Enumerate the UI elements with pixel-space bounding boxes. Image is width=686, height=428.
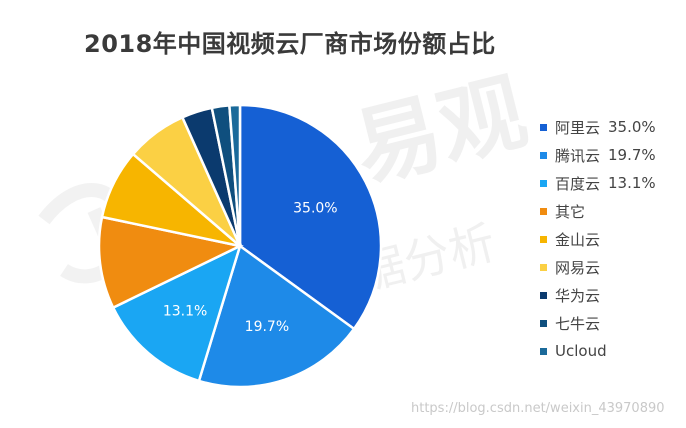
legend-swatch xyxy=(540,235,547,243)
legend-swatch xyxy=(540,123,547,131)
legend-value: 13.1% xyxy=(608,174,656,192)
pie-slice-1 xyxy=(197,243,356,389)
legend-item: 网易云 xyxy=(540,253,656,281)
legend-value: 35.0% xyxy=(608,118,656,136)
chart-title: 2018年中国视频云厂商市场份额占比 xyxy=(84,30,496,58)
legend-swatch xyxy=(540,151,547,159)
legend-swatch xyxy=(540,347,547,355)
legend-item: 金山云 xyxy=(540,225,656,253)
legend-label: 华为云 xyxy=(555,286,601,305)
legend-item: 其它 xyxy=(540,197,656,225)
legend-label: 金山云 xyxy=(555,230,601,249)
pie-labels: 35.0% 19.7% 13.1% xyxy=(163,201,338,336)
legend-item: 华为云 xyxy=(540,281,656,309)
slice-label-2: 13.1% xyxy=(163,303,207,319)
legend-swatch xyxy=(540,319,547,327)
legend-item: Ucloud xyxy=(540,337,656,365)
legend-label: 其它 xyxy=(555,202,586,221)
legend-value: 19.7% xyxy=(608,146,656,164)
pie-slice-8 xyxy=(228,103,242,247)
legend-label: 阿里云 xyxy=(555,118,601,137)
watermark-url: https://blog.csdn.net/weixin_43970890 xyxy=(411,401,665,416)
legend-swatch xyxy=(540,179,547,187)
legend-label: 腾讯云 xyxy=(555,146,601,165)
pie-slice-0 xyxy=(238,103,383,331)
legend-swatch xyxy=(540,207,547,215)
legend-label: 七牛云 xyxy=(555,314,601,333)
legend-swatch xyxy=(540,263,547,271)
legend-label: Ucloud xyxy=(555,342,607,360)
legend-item: 百度云 13.1% xyxy=(540,169,656,197)
slice-label-0: 35.0% xyxy=(293,201,337,217)
legend-label: 百度云 xyxy=(555,174,601,193)
legend-item: 阿里云 35.0% xyxy=(540,113,656,141)
pie-slice-2 xyxy=(111,243,243,383)
legend-label: 网易云 xyxy=(555,258,601,277)
chart-legend: 阿里云 35.0% 腾讯云 19.7% 百度云 13.1% 其它金山云网易云华为云七牛云 Uc… xyxy=(540,113,656,365)
pie-slices xyxy=(97,103,383,389)
legend-item: 腾讯云 19.7% xyxy=(540,141,656,169)
legend-swatch xyxy=(540,291,547,299)
slice-label-1: 19.7% xyxy=(245,319,289,335)
legend-item: 七牛云 xyxy=(540,309,656,337)
